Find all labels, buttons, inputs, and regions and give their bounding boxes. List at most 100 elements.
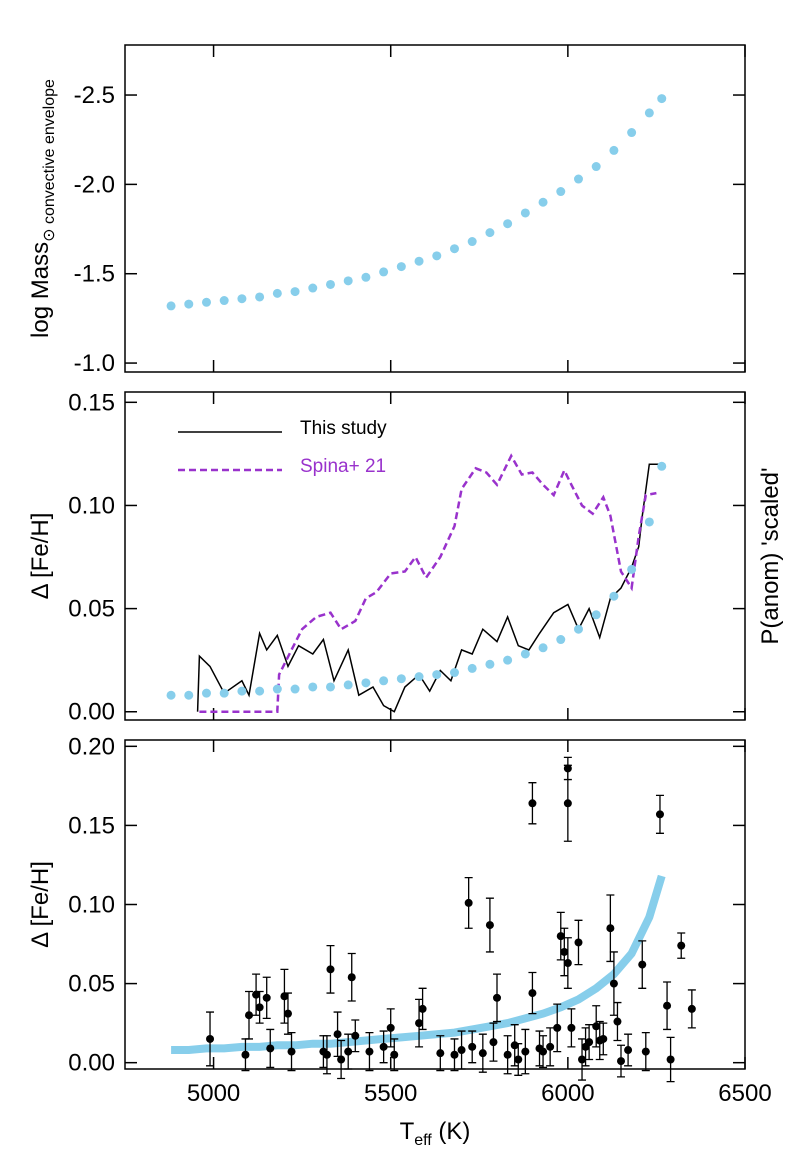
data-point: [457, 1046, 466, 1055]
data-line: [196, 463, 660, 713]
data-point: [539, 1047, 548, 1056]
data-point: [485, 228, 495, 238]
data-point: [379, 676, 389, 686]
data-point: [449, 668, 459, 678]
data-point: [344, 1047, 353, 1056]
data-point: [390, 1050, 399, 1059]
data-point: [272, 288, 282, 298]
data-point: [560, 947, 569, 956]
data-point: [624, 1046, 633, 1055]
y-tick-label: -2.0: [74, 171, 115, 198]
data-point: [343, 680, 353, 690]
y-axis-label: log Mass⊙ convective envelope: [27, 79, 58, 338]
data-point: [326, 965, 335, 974]
data-point: [567, 1023, 576, 1032]
data-point: [166, 690, 176, 700]
y-tick-label: 0.15: [68, 389, 115, 416]
data-point: [609, 591, 619, 601]
data-point: [414, 256, 424, 266]
data-point: [467, 663, 477, 673]
data-point: [464, 898, 473, 907]
y-tick-label: 0.15: [68, 812, 115, 839]
data-point: [638, 960, 647, 969]
y-tick-label: 0.05: [68, 971, 115, 998]
data-point: [485, 921, 494, 930]
y-axis-label: Δ [Fe/H]: [27, 513, 54, 600]
data-point: [219, 688, 229, 698]
data-point: [347, 973, 356, 982]
data-point: [503, 1050, 512, 1059]
y-tick-label: 0.00: [68, 699, 115, 726]
data-point: [617, 1057, 625, 1066]
data-point: [308, 682, 318, 692]
data-point: [503, 655, 513, 665]
data-point: [573, 624, 583, 634]
data-point: [432, 670, 442, 680]
data-point: [361, 272, 371, 282]
data-point: [266, 1044, 275, 1053]
data-point: [337, 1055, 346, 1064]
data-point: [290, 287, 300, 297]
data-point: [556, 932, 565, 941]
y-tick-label: 0.00: [68, 1050, 115, 1077]
data-point: [606, 924, 615, 933]
y-axis-label-main: Δ [Fe/H]: [27, 861, 54, 948]
data-point: [591, 162, 601, 172]
x-axis-label-suffix: (K): [432, 1118, 471, 1145]
y-tick-label: 0.05: [68, 596, 115, 623]
data-point: [478, 1049, 487, 1058]
data-point: [184, 299, 194, 309]
data-point: [166, 301, 176, 311]
y-tick-label: 0.20: [68, 733, 115, 760]
data-point: [546, 1042, 555, 1051]
data-point: [201, 688, 211, 698]
data-point: [644, 517, 654, 527]
data-point: [514, 1055, 523, 1064]
legend-label: This study: [300, 418, 387, 439]
data-point: [609, 145, 619, 155]
data-point: [219, 296, 229, 306]
data-point: [468, 1042, 477, 1051]
data-point: [396, 674, 406, 684]
data-point: [528, 989, 537, 998]
x-tick-label: 6500: [718, 1080, 771, 1107]
data-point: [655, 810, 664, 819]
data-point: [574, 938, 583, 947]
x-axis-label-main: T: [400, 1118, 415, 1145]
data-point: [325, 682, 335, 692]
data-point: [290, 684, 300, 694]
data-point: [262, 993, 271, 1002]
data-point: [201, 297, 211, 307]
data-point: [493, 993, 501, 1002]
x-tick-label: 5000: [187, 1080, 240, 1107]
data-point: [553, 1023, 562, 1032]
data-point: [184, 690, 194, 700]
data-point: [573, 174, 583, 184]
data-point: [396, 262, 406, 272]
data-point: [585, 1038, 594, 1047]
data-point: [503, 219, 513, 229]
data-point: [379, 267, 389, 277]
data-point: [485, 659, 495, 669]
plot-frame: [124, 391, 746, 721]
data-point: [556, 187, 566, 197]
y-tick-label: 0.10: [68, 492, 115, 519]
data-point: [386, 1023, 395, 1032]
data-point: [520, 649, 530, 659]
data-point: [613, 1017, 622, 1026]
data-point: [510, 1041, 519, 1050]
data-point: [308, 283, 318, 293]
data-point: [677, 941, 686, 950]
data-point: [520, 208, 530, 218]
data-point: [418, 1004, 427, 1013]
data-point: [245, 1011, 253, 1020]
data-point: [556, 635, 566, 645]
data-point: [432, 251, 442, 261]
x-tick-label: 6000: [541, 1080, 594, 1107]
data-point: [255, 1003, 264, 1012]
y2-axis-label: P(anom) 'scaled': [757, 467, 784, 644]
data-point: [627, 128, 637, 138]
data-point: [241, 1050, 250, 1059]
y-axis-label-main: Δ [Fe/H]: [27, 513, 54, 600]
y-tick-label: -1.0: [74, 350, 115, 377]
